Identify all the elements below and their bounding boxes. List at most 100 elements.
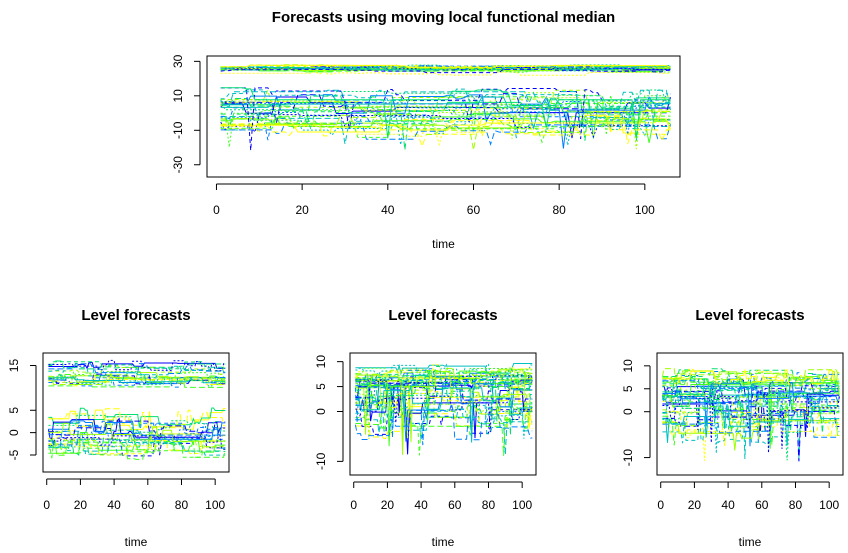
series-line bbox=[48, 365, 226, 376]
x-tick-label: 100 bbox=[635, 203, 655, 217]
series-line bbox=[220, 107, 671, 137]
series-line bbox=[48, 407, 226, 428]
series-line bbox=[220, 112, 671, 139]
x-tick-label: 80 bbox=[175, 498, 189, 512]
series-lines bbox=[47, 359, 226, 460]
series-line bbox=[220, 116, 671, 145]
series-line bbox=[220, 114, 671, 134]
series-line bbox=[662, 382, 840, 449]
series-line bbox=[220, 96, 671, 130]
y-tick-label: -10 bbox=[621, 449, 635, 467]
series-line bbox=[355, 372, 533, 382]
series-line bbox=[48, 420, 226, 442]
series-line bbox=[220, 95, 671, 150]
series-line bbox=[355, 374, 533, 387]
x-tick-label: 20 bbox=[688, 498, 702, 512]
series-line bbox=[48, 408, 226, 429]
y-tick-label: -30 bbox=[171, 156, 185, 174]
x-tick-label: 40 bbox=[107, 498, 121, 512]
series-line bbox=[662, 396, 840, 441]
series-line bbox=[220, 95, 671, 139]
series-line bbox=[355, 402, 533, 455]
series-line bbox=[220, 107, 671, 145]
series-lines bbox=[220, 64, 671, 151]
series-line bbox=[220, 87, 671, 151]
series-line bbox=[47, 417, 226, 439]
series-line bbox=[220, 96, 671, 133]
series-line bbox=[662, 411, 840, 438]
x-tick-label: 20 bbox=[74, 498, 88, 512]
x-tick-label: 100 bbox=[819, 498, 839, 512]
plot-frame bbox=[349, 352, 537, 476]
series-line bbox=[662, 368, 840, 384]
x-tick-label: 60 bbox=[141, 498, 155, 512]
series-line bbox=[220, 68, 671, 74]
series-line bbox=[220, 108, 671, 130]
series-line bbox=[355, 382, 533, 442]
series-line bbox=[355, 409, 533, 435]
x-tick-label: 80 bbox=[552, 203, 566, 217]
series-line bbox=[355, 382, 533, 424]
series-line bbox=[661, 385, 840, 419]
y-tick-label: -10 bbox=[171, 121, 185, 139]
chart-title: Level forecasts bbox=[388, 307, 497, 324]
series-line bbox=[220, 92, 671, 150]
series-line bbox=[355, 374, 533, 387]
series-line bbox=[48, 424, 226, 446]
chart-title: Level forecasts bbox=[695, 307, 804, 324]
chart-title: Forecasts using moving local functional … bbox=[272, 9, 615, 26]
x-tick-label: 60 bbox=[448, 498, 462, 512]
series-line bbox=[355, 385, 533, 443]
series-line bbox=[355, 410, 533, 441]
series-line bbox=[662, 392, 840, 453]
chart-panel-1: Forecasts using moving local functional … bbox=[171, 9, 681, 251]
series-line bbox=[355, 382, 533, 442]
x-tick-label: 0 bbox=[657, 498, 664, 512]
series-line bbox=[355, 408, 533, 456]
series-line bbox=[220, 64, 671, 69]
series-line bbox=[48, 408, 226, 430]
chart-panel-4: Level forecasts 0 20 40 60 80 100 -10 0 5 10 time bbox=[621, 307, 844, 549]
series-line bbox=[48, 435, 226, 455]
series-line bbox=[220, 116, 671, 147]
series-line bbox=[48, 361, 226, 370]
series-line bbox=[355, 375, 533, 386]
plot-frame bbox=[206, 55, 681, 178]
series-line bbox=[355, 363, 533, 376]
y-tick-label: -5 bbox=[7, 449, 21, 460]
x-tick-label: 40 bbox=[414, 498, 428, 512]
series-line bbox=[220, 87, 671, 139]
x-tick-label: 20 bbox=[295, 203, 309, 217]
series-line bbox=[48, 374, 226, 385]
series-line bbox=[355, 384, 533, 455]
plot-frame bbox=[42, 352, 230, 473]
y-tick-label: 15 bbox=[7, 359, 21, 373]
chart-panel-3: Level forecasts 0 20 40 60 80 100 -10 0 5 10 time bbox=[314, 307, 537, 549]
y-tick-label: 5 bbox=[621, 385, 635, 392]
series-line bbox=[662, 409, 840, 446]
series-line bbox=[662, 368, 840, 386]
y-tick-label: 0 bbox=[621, 408, 635, 415]
x-tick-label: 60 bbox=[755, 498, 769, 512]
series-line bbox=[48, 435, 226, 450]
series-line bbox=[220, 70, 671, 76]
x-tick-label: 100 bbox=[205, 498, 225, 512]
series-line bbox=[355, 398, 533, 441]
plot-frame bbox=[656, 352, 844, 476]
y-tick-label: 10 bbox=[171, 89, 185, 103]
x-axis-label: time bbox=[432, 535, 455, 549]
x-tick-label: 20 bbox=[381, 498, 395, 512]
series-line bbox=[355, 389, 533, 430]
series-line bbox=[662, 399, 840, 434]
series-line bbox=[220, 93, 671, 135]
x-tick-label: 80 bbox=[482, 498, 496, 512]
series-line bbox=[220, 106, 671, 141]
x-tick-label: 0 bbox=[43, 498, 50, 512]
series-line bbox=[354, 368, 533, 438]
y-tick-label: 10 bbox=[621, 359, 635, 373]
series-line bbox=[355, 369, 533, 381]
series-line bbox=[48, 373, 226, 387]
x-tick-label: 100 bbox=[512, 498, 532, 512]
series-line bbox=[220, 65, 671, 70]
series-line bbox=[355, 386, 533, 424]
